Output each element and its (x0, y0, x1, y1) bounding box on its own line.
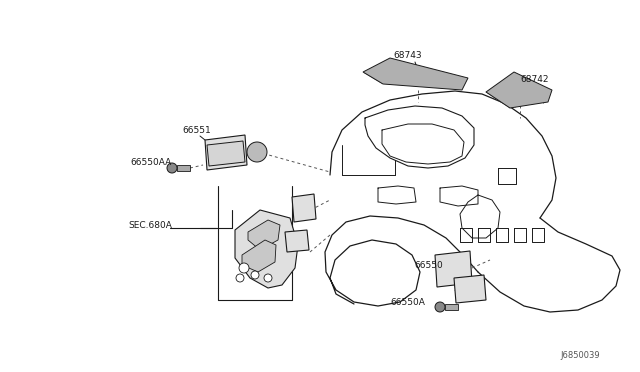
Circle shape (167, 163, 177, 173)
Polygon shape (235, 210, 298, 288)
Polygon shape (435, 251, 472, 287)
Polygon shape (248, 220, 280, 250)
Polygon shape (363, 58, 468, 90)
Text: 66550A: 66550A (390, 298, 425, 307)
Polygon shape (242, 240, 276, 272)
Polygon shape (205, 135, 247, 170)
Circle shape (236, 274, 244, 282)
Text: 66550: 66550 (414, 261, 443, 270)
Polygon shape (177, 165, 190, 171)
Circle shape (247, 142, 267, 162)
Polygon shape (445, 304, 458, 310)
Polygon shape (207, 141, 245, 166)
Polygon shape (285, 230, 309, 252)
Text: 66550AA: 66550AA (130, 158, 172, 167)
Polygon shape (454, 275, 486, 303)
Polygon shape (486, 72, 552, 108)
Polygon shape (292, 194, 316, 222)
Text: 68742: 68742 (520, 75, 548, 84)
Text: 66551: 66551 (182, 126, 211, 135)
Circle shape (251, 271, 259, 279)
Text: SEC.680A: SEC.680A (128, 221, 172, 230)
Circle shape (264, 274, 272, 282)
Text: J6850039: J6850039 (560, 351, 600, 360)
Circle shape (239, 263, 249, 273)
Text: 68743: 68743 (393, 51, 422, 60)
Circle shape (435, 302, 445, 312)
